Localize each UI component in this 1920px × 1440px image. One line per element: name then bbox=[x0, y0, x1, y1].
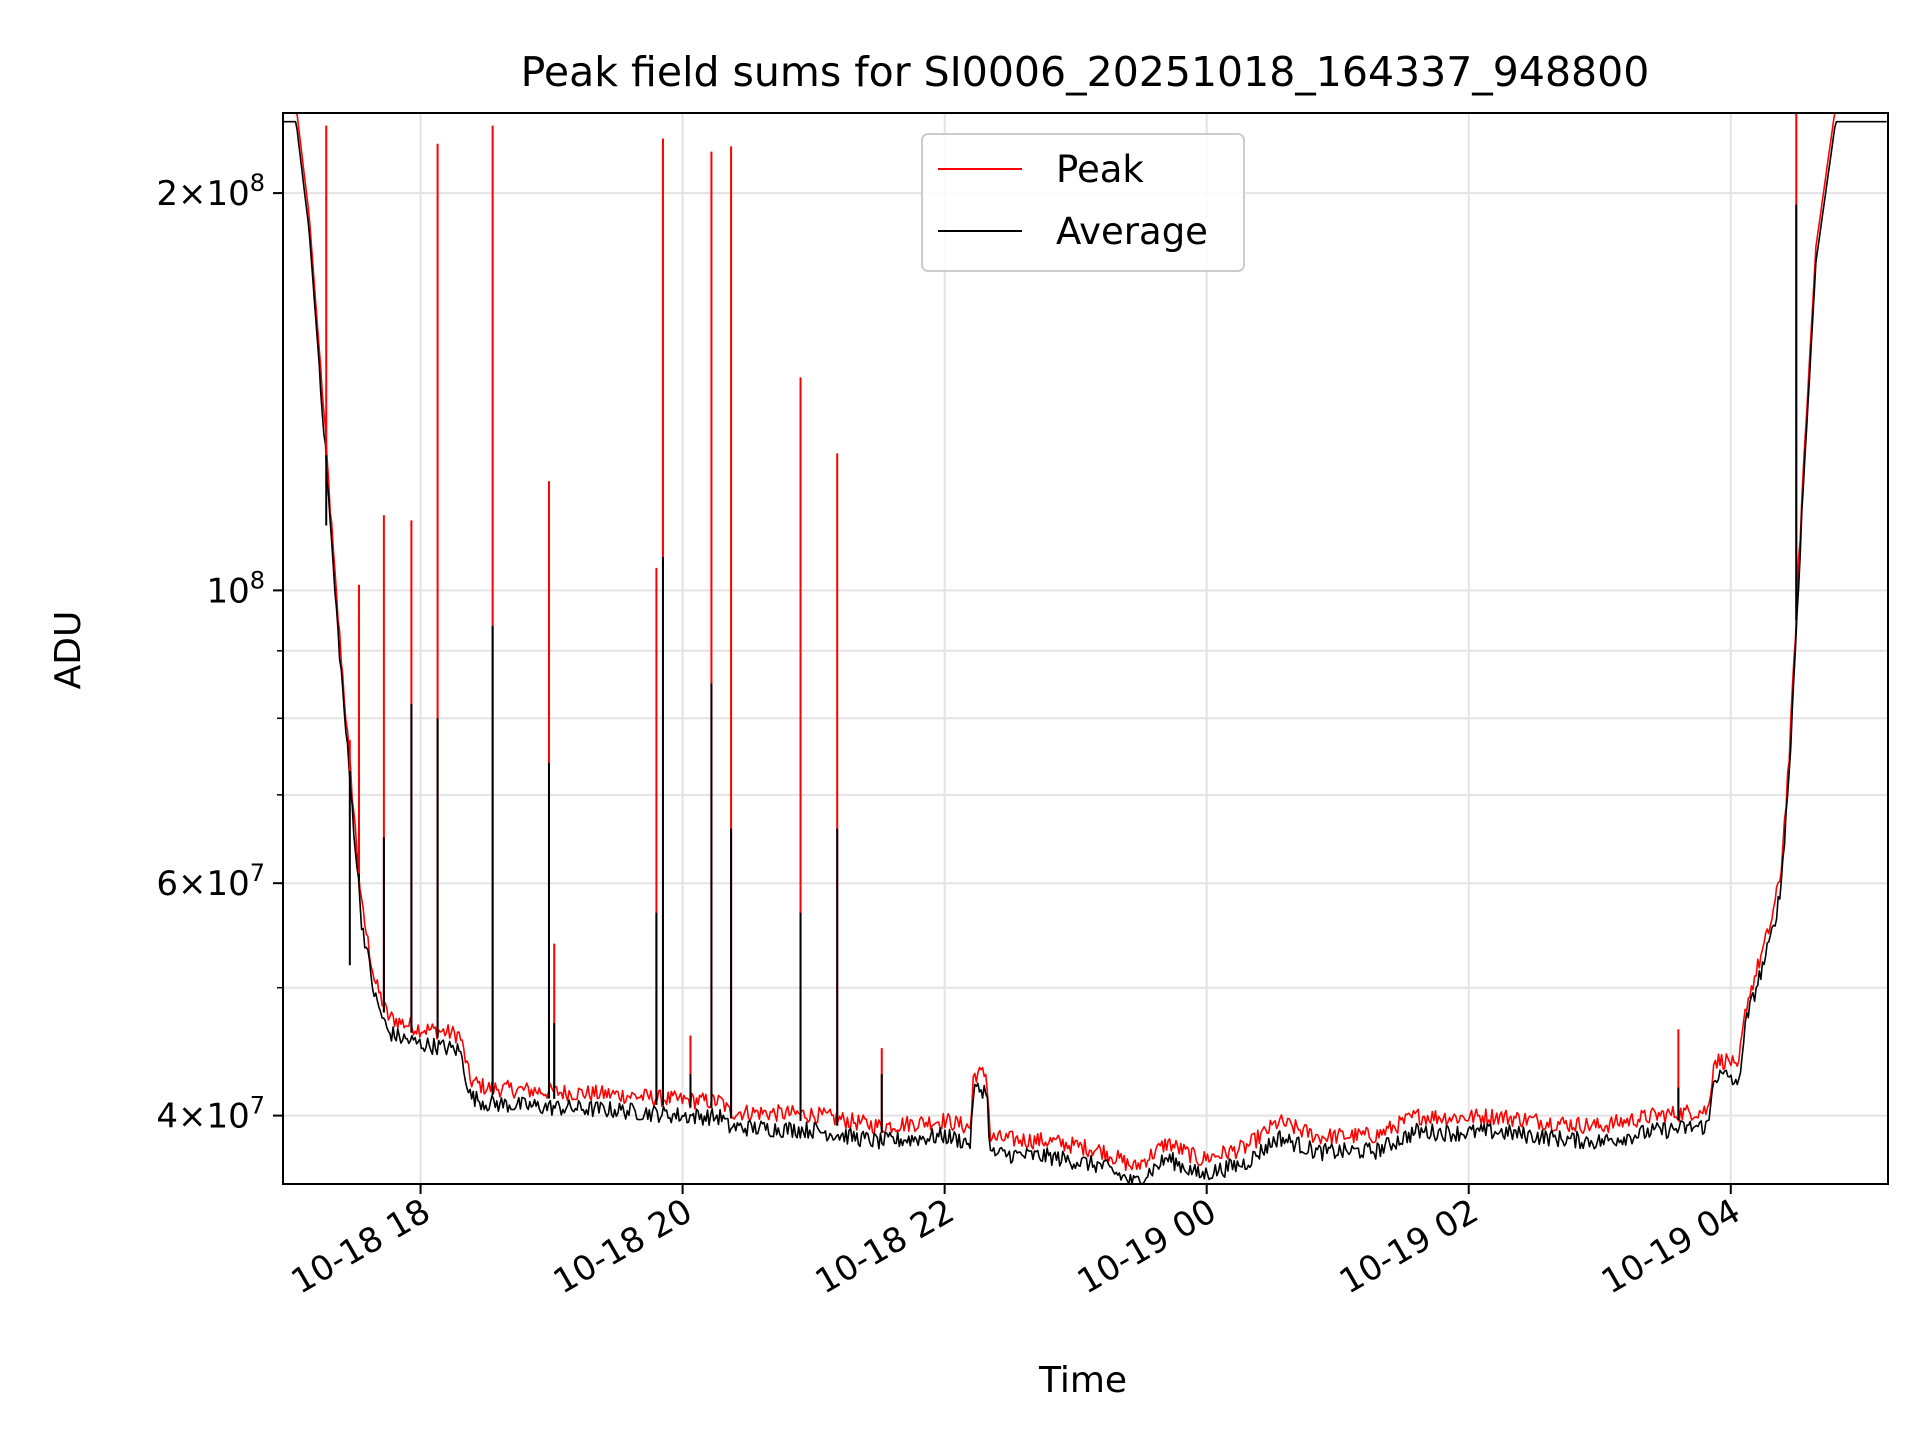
legend-label-peak: Peak bbox=[1056, 148, 1144, 191]
y-tick-label-1: 6×107 bbox=[156, 859, 265, 904]
legend: Peak Average bbox=[921, 133, 1245, 272]
y-axis: 4×107 6×107 108 2×108 bbox=[156, 169, 283, 1137]
y-tick-label-3: 2×108 bbox=[156, 169, 265, 214]
y-tick-label-2: 108 bbox=[206, 566, 265, 611]
series-line-peak bbox=[283, 112, 1887, 1172]
plot-frame bbox=[282, 112, 1889, 1185]
series-line-average bbox=[283, 120, 1887, 1185]
y-tick-label-0: 4×107 bbox=[156, 1092, 265, 1137]
legend-label-average: Average bbox=[1056, 210, 1208, 253]
y-axis-label: ADU bbox=[48, 611, 89, 690]
x-axis-label: Time bbox=[1038, 1360, 1127, 1401]
series-layer bbox=[283, 112, 1887, 1185]
chart-title: Peak field sums for SI0006_20251018_1643… bbox=[521, 48, 1650, 96]
grid-lines bbox=[283, 113, 1888, 1184]
